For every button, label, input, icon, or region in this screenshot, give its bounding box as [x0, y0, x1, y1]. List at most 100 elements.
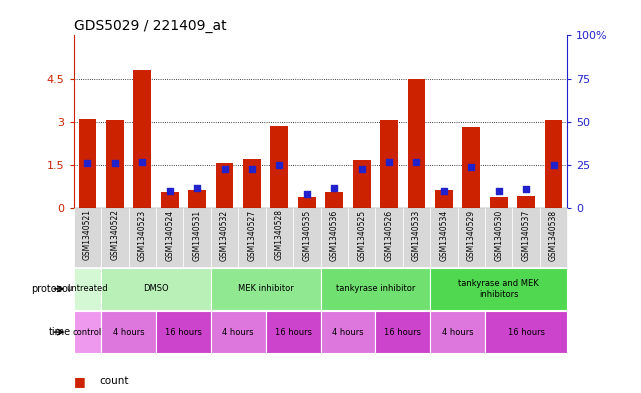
Point — [521, 186, 531, 193]
Bar — [430, 311, 485, 353]
Bar — [101, 268, 211, 310]
Bar — [265, 311, 320, 353]
Bar — [348, 208, 376, 267]
Bar — [78, 119, 96, 208]
Text: DMSO: DMSO — [143, 285, 169, 293]
Text: 4 hours: 4 hours — [222, 328, 254, 336]
Bar — [129, 208, 156, 267]
Bar — [211, 208, 238, 267]
Bar — [101, 311, 156, 353]
Point — [82, 160, 92, 167]
Bar — [320, 311, 376, 353]
Bar — [408, 79, 426, 208]
Point — [494, 188, 504, 194]
Bar — [265, 208, 293, 267]
Bar — [156, 208, 183, 267]
Text: ■: ■ — [74, 375, 85, 388]
Text: GSM1340526: GSM1340526 — [385, 209, 394, 261]
Bar — [133, 70, 151, 208]
Bar — [380, 119, 398, 208]
Text: 16 hours: 16 hours — [165, 328, 202, 336]
Text: 4 hours: 4 hours — [442, 328, 474, 336]
Point — [165, 188, 175, 194]
Text: GSM1340536: GSM1340536 — [329, 209, 338, 261]
Bar — [211, 311, 265, 353]
Bar — [485, 311, 567, 353]
Bar — [512, 208, 540, 267]
Text: tankyrase and MEK
inhibitors: tankyrase and MEK inhibitors — [458, 279, 539, 299]
Bar — [243, 159, 261, 208]
Bar — [430, 268, 567, 310]
Text: GSM1340528: GSM1340528 — [275, 209, 284, 261]
Text: GSM1340535: GSM1340535 — [303, 209, 312, 261]
Point — [219, 165, 229, 172]
Bar — [403, 208, 430, 267]
Text: GSM1340523: GSM1340523 — [138, 209, 147, 261]
Text: GSM1340532: GSM1340532 — [220, 209, 229, 261]
Bar — [161, 193, 179, 208]
Bar — [298, 197, 316, 208]
Bar — [545, 120, 563, 208]
Bar — [353, 160, 370, 208]
Bar — [106, 120, 124, 208]
Text: GSM1340525: GSM1340525 — [357, 209, 366, 261]
Text: GSM1340521: GSM1340521 — [83, 209, 92, 261]
Point — [384, 158, 394, 165]
Text: GSM1340537: GSM1340537 — [522, 209, 531, 261]
Text: GSM1340530: GSM1340530 — [494, 209, 503, 261]
Point — [274, 162, 285, 168]
Bar — [458, 208, 485, 267]
Bar — [183, 208, 211, 267]
Bar — [211, 268, 320, 310]
Bar — [74, 311, 101, 353]
Bar — [215, 163, 233, 208]
Text: protocol: protocol — [31, 284, 71, 294]
Text: GSM1340531: GSM1340531 — [192, 209, 202, 261]
Bar — [376, 208, 403, 267]
Bar — [540, 208, 567, 267]
Text: GSM1340534: GSM1340534 — [439, 209, 449, 261]
Text: GSM1340522: GSM1340522 — [110, 209, 119, 261]
Text: GSM1340533: GSM1340533 — [412, 209, 421, 261]
Point — [356, 165, 367, 172]
Bar — [325, 193, 343, 208]
Text: time: time — [48, 327, 71, 337]
Point — [466, 163, 476, 170]
Text: count: count — [99, 376, 129, 386]
Text: GDS5029 / 221409_at: GDS5029 / 221409_at — [74, 19, 226, 33]
Point — [137, 158, 147, 165]
Point — [412, 158, 422, 165]
Bar — [430, 208, 458, 267]
Text: tankyrase inhibitor: tankyrase inhibitor — [336, 285, 415, 293]
Text: 4 hours: 4 hours — [113, 328, 144, 336]
Text: untreated: untreated — [67, 285, 108, 293]
Bar — [376, 311, 430, 353]
Text: 16 hours: 16 hours — [274, 328, 312, 336]
Point — [549, 162, 559, 168]
Text: GSM1340529: GSM1340529 — [467, 209, 476, 261]
Text: 16 hours: 16 hours — [508, 328, 545, 336]
Text: 4 hours: 4 hours — [332, 328, 363, 336]
Bar — [101, 208, 129, 267]
Bar — [74, 208, 101, 267]
Point — [192, 184, 203, 191]
Bar — [238, 208, 265, 267]
Bar — [74, 268, 101, 310]
Text: GSM1340527: GSM1340527 — [247, 209, 256, 261]
Bar — [435, 189, 453, 208]
Point — [110, 160, 120, 167]
Bar — [490, 197, 508, 208]
Point — [247, 165, 257, 172]
Text: MEK inhibitor: MEK inhibitor — [238, 285, 294, 293]
Bar — [293, 208, 320, 267]
Point — [329, 184, 339, 191]
Point — [438, 188, 449, 194]
Bar — [320, 268, 430, 310]
Text: GSM1340538: GSM1340538 — [549, 209, 558, 261]
Point — [302, 191, 312, 198]
Bar — [320, 208, 348, 267]
Bar — [485, 208, 512, 267]
Text: GSM1340524: GSM1340524 — [165, 209, 174, 261]
Bar — [156, 311, 211, 353]
Text: 16 hours: 16 hours — [384, 328, 421, 336]
